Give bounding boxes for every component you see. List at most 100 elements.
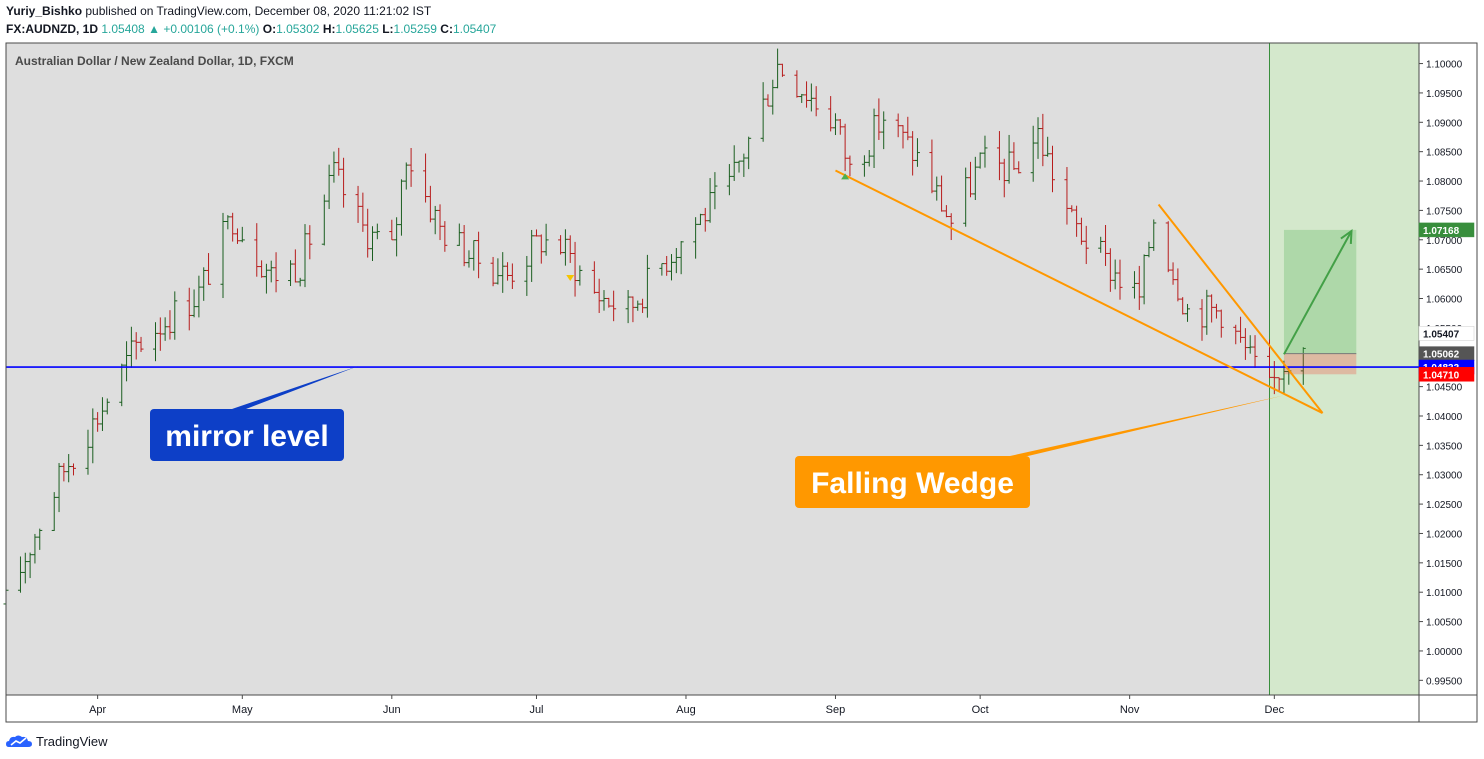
- ohlc-bar: [900, 125, 906, 149]
- ohlc-bar: [533, 229, 539, 237]
- ohlc-bar: [572, 241, 578, 297]
- ohlc-bar: [939, 175, 945, 212]
- ohlc-bar: [138, 336, 144, 352]
- ohlc-bar: [220, 212, 226, 299]
- ohlc-bar: [66, 454, 72, 483]
- ohlc-bar: [191, 289, 197, 318]
- x-tick-label: Jul: [529, 704, 543, 716]
- y-tick-label: 1.06500: [1426, 265, 1463, 276]
- ohlc-bar: [1083, 225, 1089, 265]
- tradingview-cloud-logo-icon[interactable]: [6, 734, 32, 748]
- ohlc-bar: [104, 398, 110, 415]
- ohlc-bar: [268, 260, 274, 283]
- ohlc-bar: [61, 463, 67, 482]
- ohlc-bar: [770, 79, 776, 115]
- ohlc-bar: [95, 412, 101, 432]
- ohlc-bar: [799, 93, 805, 103]
- ohlc-bar: [152, 322, 158, 362]
- ohlc-bar: [963, 167, 969, 227]
- ohlc-bar: [1117, 259, 1123, 300]
- ohlc-bars: [3, 48, 1306, 606]
- ohlc-bar: [1045, 136, 1051, 157]
- mirror-level-callout: mirror level: [150, 366, 359, 461]
- time-axis[interactable]: [5, 694, 1420, 723]
- ohlc-bar: [201, 267, 207, 301]
- ohlc-bar: [1112, 259, 1118, 290]
- ohlc-bar: [1131, 271, 1137, 299]
- ohlc-bar: [635, 300, 641, 311]
- x-tick-label: Apr: [89, 704, 106, 716]
- ohlc-bar: [524, 255, 530, 296]
- ohlc-bar: [804, 81, 810, 108]
- symbol-label: FX:AUDNZD, 1D: [6, 22, 98, 36]
- ohlc-bar: [678, 241, 684, 275]
- footer-brand[interactable]: TradingView: [36, 733, 108, 749]
- y-tick-label: 1.08000: [1426, 177, 1463, 188]
- ohlc-bar: [128, 326, 134, 368]
- price-label: 1.05062: [1418, 346, 1475, 361]
- ohlc-bar: [51, 492, 57, 531]
- ohlc-bar: [365, 208, 371, 258]
- ohlc-bar: [977, 152, 983, 169]
- ohlc-bar: [124, 341, 130, 382]
- ohlc-bar: [336, 147, 342, 176]
- ohlc-bar: [331, 151, 337, 183]
- publisher-name[interactable]: Yuriy_Bishko: [6, 4, 83, 18]
- price-label-text: 1.05407: [1423, 329, 1460, 340]
- ohlc-bar: [837, 118, 843, 135]
- ohlc-bar: [432, 205, 438, 235]
- ohlc-bar: [996, 131, 1002, 181]
- ohlc-bar: [591, 261, 597, 294]
- low-value: 1.05259: [393, 22, 437, 36]
- ohlc-bar: [538, 234, 544, 264]
- ohlc-bar: [466, 250, 472, 268]
- ohlc-bar: [746, 136, 752, 170]
- ohlc-bar: [1180, 297, 1186, 315]
- long-position-tool[interactable]: [1283, 229, 1357, 375]
- ohlc-bar: [288, 260, 294, 286]
- ohlc-bar: [230, 212, 236, 242]
- ohlc-bar: [1074, 205, 1080, 237]
- x-tick-label: Sep: [826, 704, 846, 716]
- ohlc-bar: [577, 265, 583, 286]
- annotations[interactable]: mirror level Falling Wedge: [150, 366, 1284, 508]
- x-tick-label: May: [232, 704, 253, 716]
- ohlc-bar: [297, 277, 303, 287]
- ohlc-bar: [1276, 377, 1282, 393]
- ohlc-bar: [471, 240, 477, 271]
- ohlc-bar: [881, 111, 887, 150]
- y-tick-label: 1.07000: [1426, 236, 1463, 247]
- ohlc-bar: [664, 255, 670, 276]
- ohlc-bar: [398, 179, 404, 236]
- y-tick-label: 1.03000: [1426, 471, 1463, 482]
- y-tick-label: 1.00500: [1426, 618, 1463, 629]
- ohlc-bar: [644, 254, 650, 318]
- ohlc-bar: [1252, 335, 1258, 368]
- ohlc-bar: [292, 249, 298, 283]
- chart-markers: [566, 173, 850, 281]
- y-tick-label: 1.04000: [1426, 412, 1463, 423]
- low-label: L:: [382, 22, 394, 36]
- ohlc-bar: [707, 178, 713, 223]
- wedge-lower-line: [835, 169, 1323, 414]
- ohlc-bar: [273, 252, 279, 293]
- ohlc-bar: [1233, 324, 1239, 345]
- ohlc-bar: [1146, 241, 1152, 258]
- high-value: 1.05625: [335, 22, 379, 36]
- ohlc-bar: [760, 82, 766, 142]
- ohlc-bar: [509, 263, 515, 289]
- falling-wedge-callout-text: Falling Wedge: [811, 467, 1014, 500]
- ohlc-bar: [326, 164, 332, 210]
- drawing-lines[interactable]: [835, 169, 1353, 414]
- ohlc-bar: [370, 226, 376, 262]
- ohlc-bar: [640, 298, 646, 313]
- ohlc-bar: [934, 176, 940, 201]
- ohlc-bar: [1064, 167, 1070, 225]
- y-tick-label: 1.07500: [1426, 206, 1463, 217]
- x-tick-label: Dec: [1265, 704, 1285, 716]
- last-price: 1.05408: [101, 22, 145, 36]
- price-label-text: 1.04710: [1423, 370, 1460, 381]
- ohlc-bar: [895, 113, 901, 138]
- ohlc-bar: [495, 258, 501, 285]
